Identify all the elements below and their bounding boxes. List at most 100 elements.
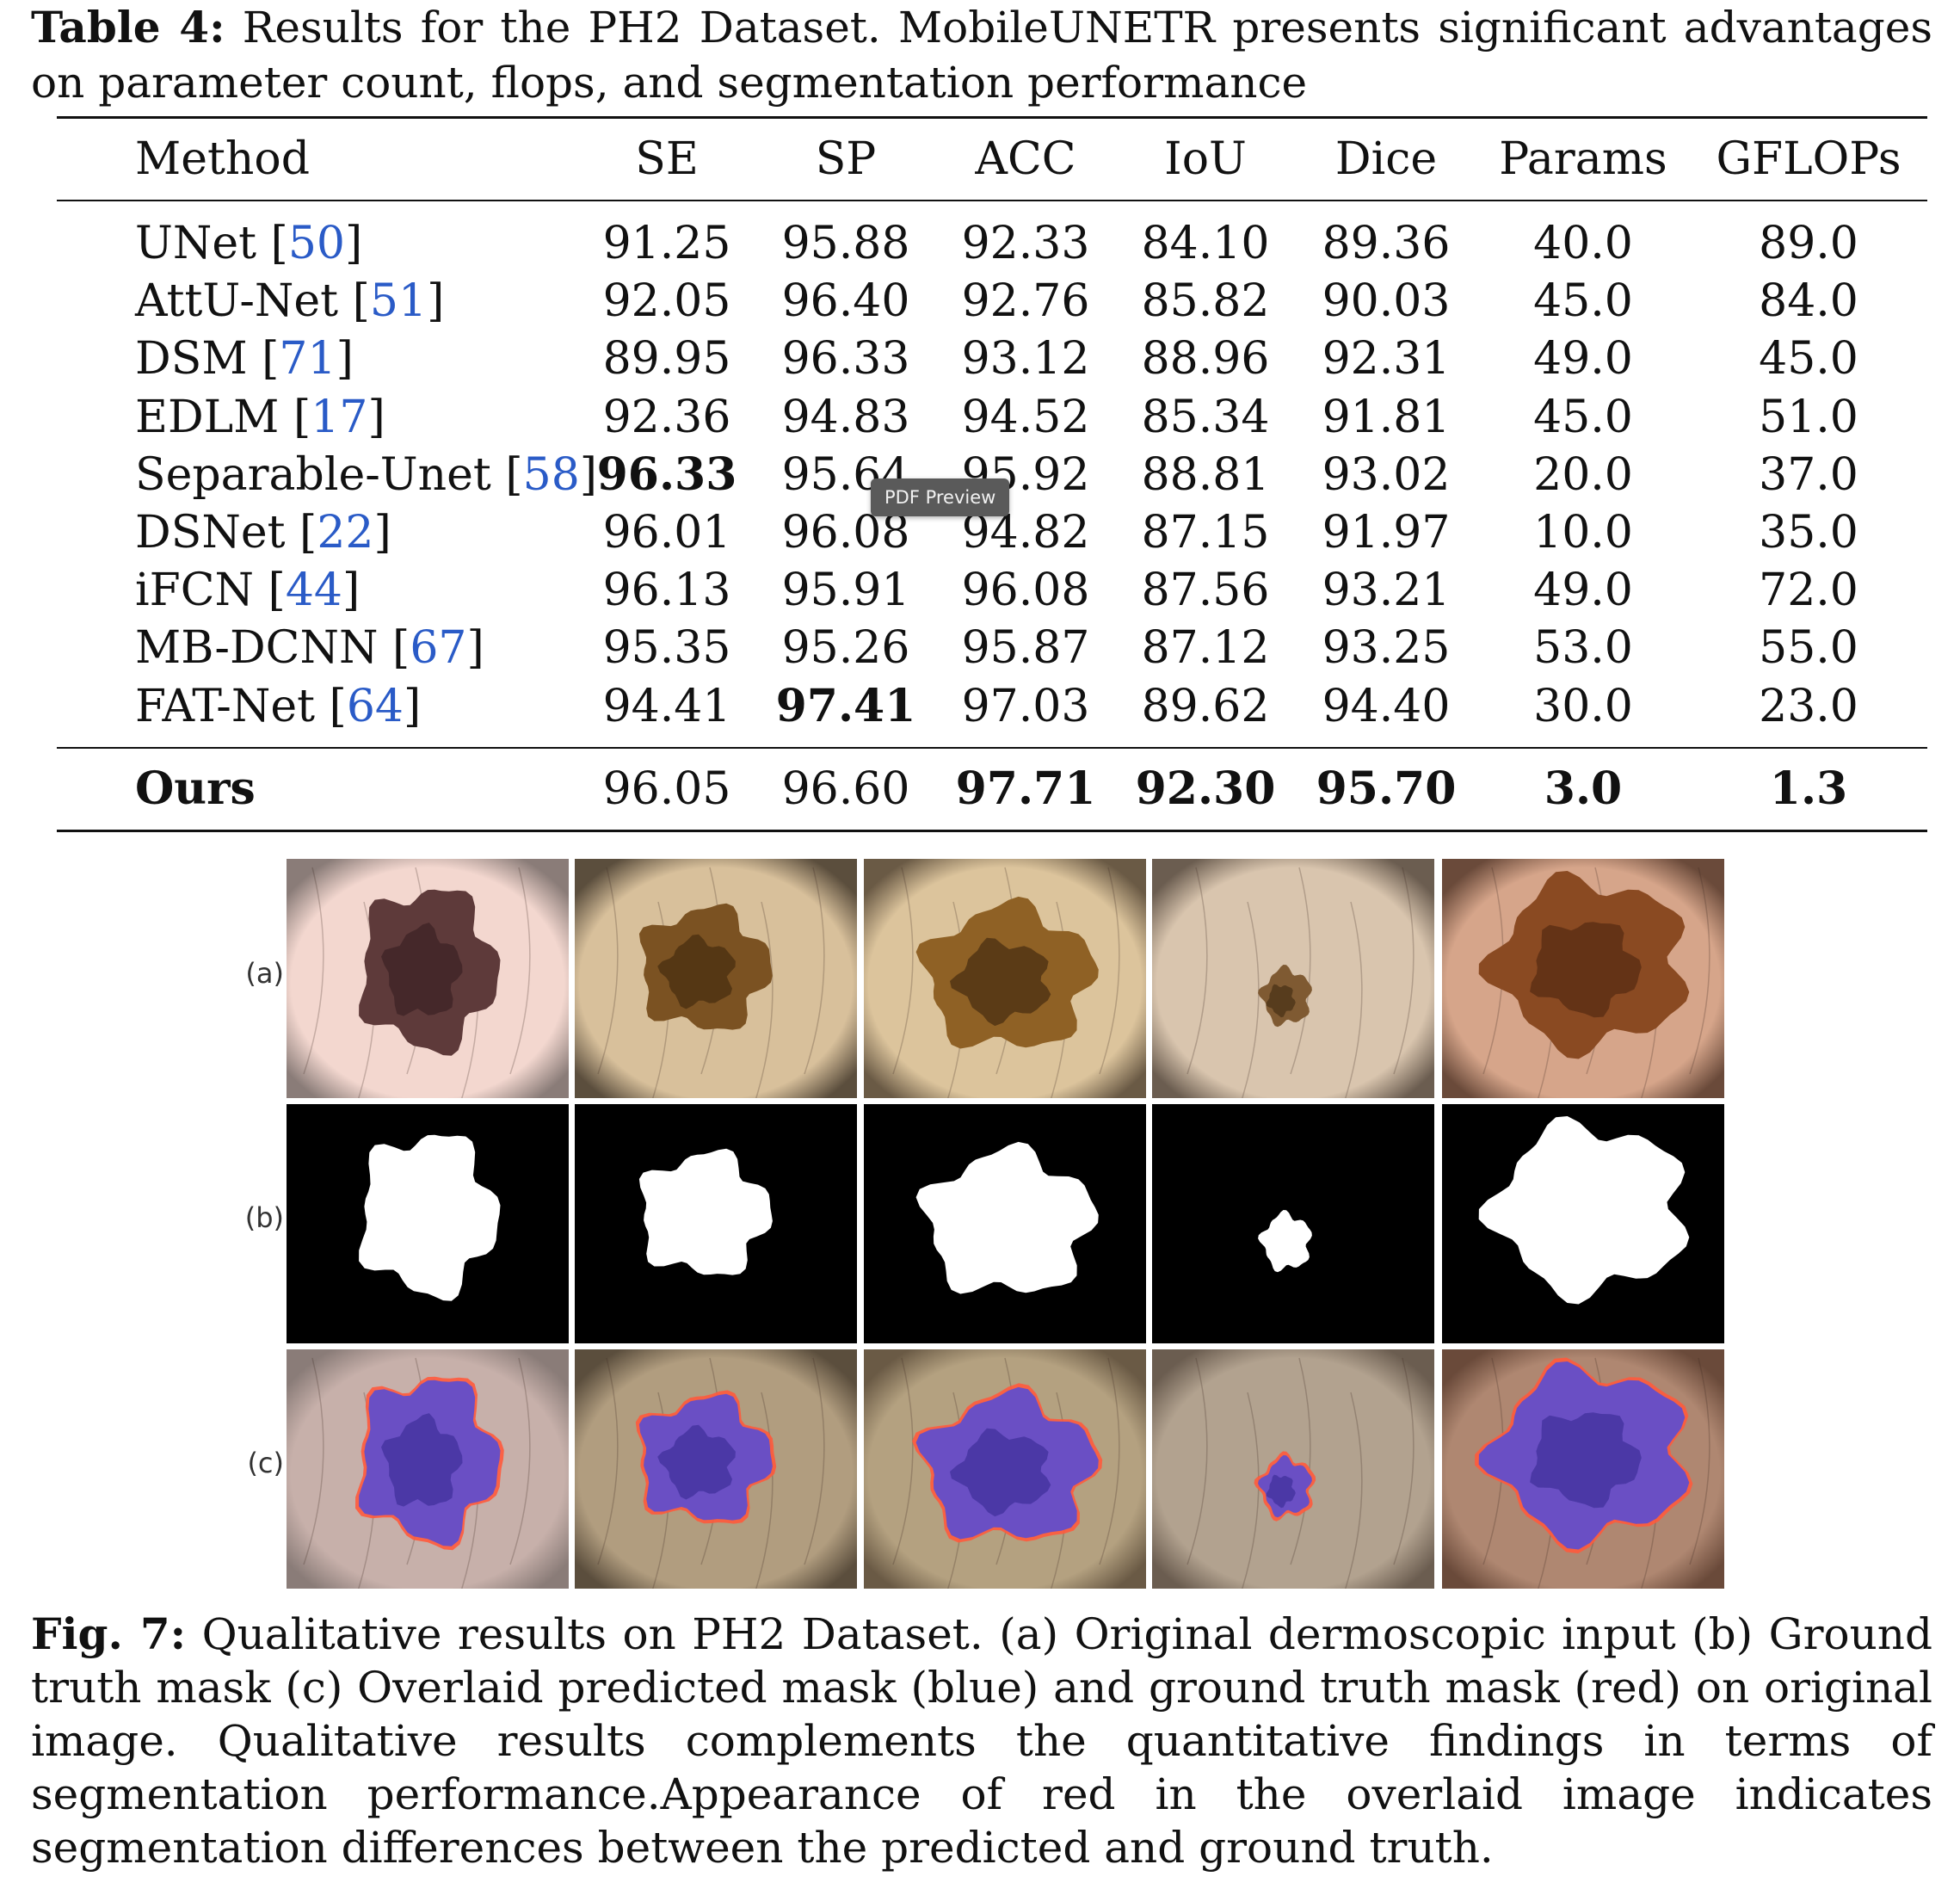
- method-label: iFCN: [135, 565, 254, 616]
- ours-cell-acc: 97.71: [955, 762, 1096, 815]
- table-cell-dice: 94.40: [1322, 681, 1451, 732]
- method-name-ours: Ours: [135, 762, 256, 815]
- table-cell-gflops: 84.0: [1759, 275, 1858, 327]
- table-cell-iou: 88.81: [1141, 449, 1270, 501]
- ground-truth-mask-image: [287, 1104, 569, 1343]
- table-caption-label: Table 4:: [31, 2, 225, 52]
- citation-link[interactable]: 22: [317, 507, 374, 559]
- citation-link[interactable]: 58: [522, 449, 580, 501]
- table-cell-params: 20.0: [1533, 449, 1633, 501]
- method-label: EDLM: [135, 392, 280, 443]
- table-cell-acc: 92.76: [961, 275, 1090, 327]
- method-name: EDLM [17]: [135, 392, 385, 443]
- method-label: DSM: [135, 333, 248, 385]
- table-ours-rule: [57, 747, 1927, 749]
- table-cell-iou: 87.12: [1141, 622, 1270, 674]
- table-header-rule: [57, 200, 1927, 201]
- table-cell-acc: 97.03: [961, 681, 1090, 732]
- table-caption: Table 4: Results for the PH2 Dataset. Mo…: [31, 0, 1932, 110]
- table-cell-sp: 96.40: [781, 275, 910, 327]
- citation-link[interactable]: 71: [279, 333, 336, 385]
- table-cell-gflops: 45.0: [1759, 333, 1858, 385]
- table-bottom-rule: [57, 830, 1927, 832]
- citation-link[interactable]: 44: [285, 565, 342, 616]
- table-cell-se: 92.05: [602, 275, 731, 327]
- table-cell-params: 53.0: [1533, 622, 1633, 674]
- overlay-result-image: [1152, 1349, 1434, 1589]
- method-label: DSNet: [135, 507, 286, 559]
- table-cell-params: 40.0: [1533, 218, 1633, 269]
- table-cell-iou: 89.62: [1141, 681, 1270, 732]
- ground-truth-mask-image: [1442, 1104, 1724, 1343]
- ours-cell-dice: 95.70: [1316, 762, 1457, 815]
- method-name: iFCN [44]: [135, 565, 361, 616]
- table-cell-sp: 96.33: [781, 333, 910, 385]
- table-cell-dice: 91.97: [1322, 507, 1451, 559]
- table-cell-dice: 91.81: [1322, 392, 1451, 443]
- table-cell-params: 30.0: [1533, 681, 1633, 732]
- table-cell-acc: 93.12: [961, 333, 1090, 385]
- table-cell-se: 94.41: [602, 681, 731, 732]
- table-cell-acc: 96.08: [961, 565, 1090, 616]
- figure-caption-text: Qualitative results on PH2 Dataset. (a) …: [31, 1609, 1932, 1873]
- method-name: AttU-Net [51]: [135, 275, 445, 327]
- dermoscopic-input-image: [287, 859, 569, 1098]
- ours-cell-gflops: 1.3: [1769, 762, 1848, 815]
- table-top-rule: [57, 116, 1927, 119]
- header-method: Method: [135, 133, 310, 185]
- table-cell-sp: 97.41: [775, 680, 916, 732]
- citation-link[interactable]: 67: [410, 622, 467, 674]
- citation-link[interactable]: 64: [346, 681, 404, 732]
- overlay-result-image: [864, 1349, 1146, 1589]
- table-cell-iou: 84.10: [1141, 218, 1270, 269]
- table-cell-dice: 90.03: [1322, 275, 1451, 327]
- table-cell-se: 96.33: [596, 448, 737, 501]
- table-cell-se: 91.25: [602, 218, 731, 269]
- figure-caption-label: Fig. 7:: [31, 1608, 187, 1659]
- table-cell-se: 92.36: [602, 392, 731, 443]
- table-cell-sp: 95.26: [781, 622, 910, 674]
- method-label: AttU-Net: [135, 275, 339, 327]
- table-cell-iou: 88.96: [1141, 333, 1270, 385]
- table-cell-gflops: 37.0: [1759, 449, 1858, 501]
- figure-caption: Fig. 7: Qualitative results on PH2 Datas…: [31, 1608, 1932, 1874]
- table-cell-iou: 85.82: [1141, 275, 1270, 327]
- table-cell-iou: 87.56: [1141, 565, 1270, 616]
- table-cell-sp: 94.83: [781, 392, 910, 443]
- header-dice: Dice: [1334, 133, 1438, 185]
- method-name: UNet [50]: [135, 218, 363, 269]
- overlay-result-image: [575, 1349, 857, 1589]
- table-cell-acc: 95.87: [961, 622, 1090, 674]
- table-cell-se: 95.35: [602, 622, 731, 674]
- ours-cell-sp: 96.60: [781, 763, 910, 815]
- table-cell-gflops: 23.0: [1759, 681, 1858, 732]
- dermoscopic-input-image: [864, 859, 1146, 1098]
- table-cell-dice: 93.25: [1322, 622, 1451, 674]
- header-acc: ACC: [975, 133, 1076, 185]
- method-name: FAT-Net [64]: [135, 681, 422, 732]
- citation-link[interactable]: 17: [311, 392, 368, 443]
- table-cell-params: 45.0: [1533, 275, 1633, 327]
- table-cell-gflops: 51.0: [1759, 392, 1858, 443]
- citation-link[interactable]: 50: [287, 218, 345, 269]
- ours-cell-se: 96.05: [602, 763, 731, 815]
- method-name: Separable-Unet [58]: [135, 449, 598, 501]
- table-cell-se: 96.01: [602, 507, 731, 559]
- header-iou: IoU: [1164, 133, 1247, 185]
- overlay-result-image: [1442, 1349, 1724, 1589]
- table-cell-params: 49.0: [1533, 333, 1633, 385]
- table-cell-params: 10.0: [1533, 507, 1633, 559]
- ground-truth-mask-image: [864, 1104, 1146, 1343]
- table-cell-gflops: 55.0: [1759, 622, 1858, 674]
- table-cell-dice: 93.21: [1322, 565, 1451, 616]
- table-cell-dice: 93.02: [1322, 449, 1451, 501]
- table-cell-params: 45.0: [1533, 392, 1633, 443]
- table-caption-text: Results for the PH2 Dataset. MobileUNETR…: [31, 3, 1932, 108]
- method-label: Separable-Unet: [135, 449, 491, 501]
- citation-link[interactable]: 51: [369, 275, 428, 327]
- header-sp: SP: [815, 133, 877, 185]
- method-name: MB-DCNN [67]: [135, 622, 484, 674]
- table-cell-dice: 89.36: [1322, 218, 1451, 269]
- pdf-preview-tooltip: PDF Preview: [871, 478, 1010, 516]
- table-cell-sp: 95.91: [781, 565, 910, 616]
